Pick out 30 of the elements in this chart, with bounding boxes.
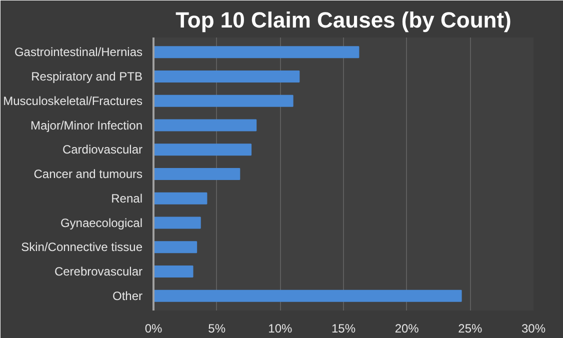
bar — [154, 266, 194, 278]
y-tick-label: Gynaecological — [60, 216, 143, 230]
y-tick-label: Major/Minor Infection — [30, 118, 143, 132]
y-tick-label: Gastrointestinal/Hernias — [14, 45, 143, 60]
chart-title: Top 10 Claim Causes (by Count) — [176, 8, 512, 32]
x-tick-label: 30% — [521, 322, 546, 336]
y-tick-label: Cancer and tumours — [34, 167, 143, 181]
y-tick-label: Musculoskeletal/Fractures — [3, 94, 143, 108]
bar — [154, 94, 294, 107]
y-tick-label: Skin/Connective tissue — [21, 240, 143, 254]
bar — [154, 144, 252, 156]
y-tick-label: Other — [112, 288, 143, 303]
y-tick-label: Respiratory and PTB — [31, 70, 143, 84]
bar — [154, 290, 462, 302]
x-tick-label: 15% — [331, 322, 356, 336]
y-tick-label: Renal — [111, 191, 143, 206]
bar — [154, 46, 360, 58]
bar — [154, 119, 257, 132]
bar — [154, 192, 208, 204]
bar — [154, 70, 300, 82]
x-tick-label: 20% — [394, 322, 420, 336]
x-tick-label: 25% — [458, 322, 483, 336]
bar — [154, 168, 240, 180]
y-tick-label: Cerebrovascular — [54, 264, 143, 278]
bar — [154, 216, 201, 229]
bar — [154, 241, 198, 254]
y-tick-label: Cardiovascular — [62, 142, 143, 157]
x-tick-label: 10% — [268, 322, 293, 336]
x-tick-label: 0% — [144, 322, 162, 336]
x-tick-label: 5% — [208, 322, 226, 336]
